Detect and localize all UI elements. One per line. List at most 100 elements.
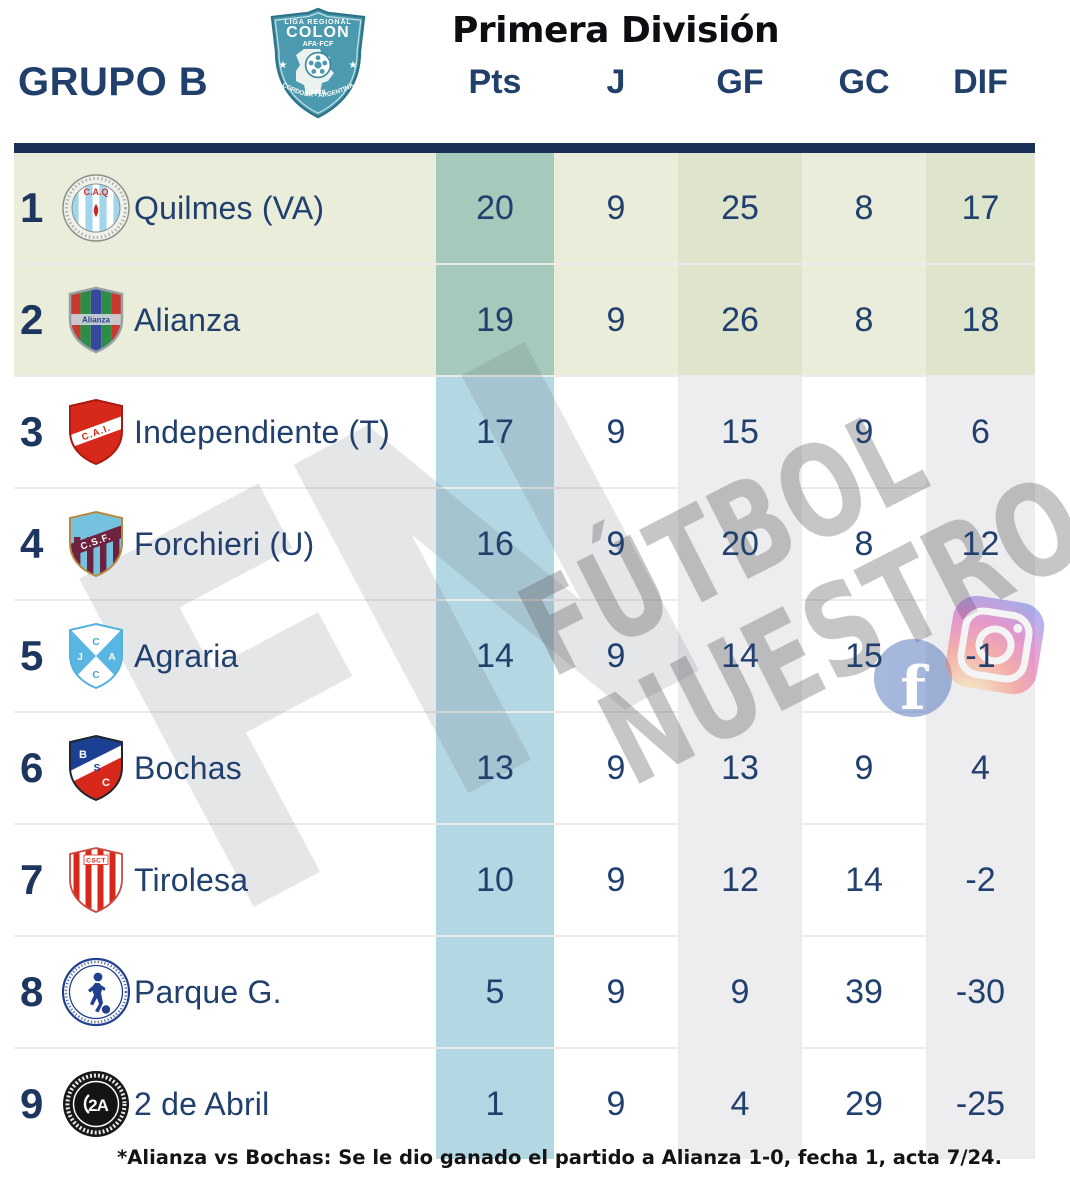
- team-crest: CSCT: [61, 845, 131, 915]
- bochas-crest: B S C: [69, 734, 123, 802]
- team-crest: C.S.F.: [61, 509, 131, 579]
- team-name: Agraria: [134, 637, 239, 674]
- svg-text:J: J: [77, 652, 83, 663]
- column-header-gc: GC: [838, 62, 890, 101]
- svg-text:CSCT: CSCT: [86, 857, 106, 864]
- team-name: Independiente (T): [134, 413, 391, 450]
- goals-against-value: 29: [845, 1084, 883, 1123]
- quilmes-crest: C.A.Q: [62, 174, 130, 242]
- rank-number: 8: [20, 968, 44, 1015]
- page-title: Primera División: [452, 10, 780, 51]
- svg-text:2A: 2A: [88, 1096, 108, 1115]
- goals-for-value: 12: [721, 860, 759, 899]
- goals-for-value: 9: [730, 972, 750, 1011]
- table-row-independiente-t: 3 C.A.I. Independiente (T) 17 9 15 9 6: [14, 377, 1035, 487]
- goals-against-value: 9: [854, 748, 874, 787]
- rank-number: 7: [20, 856, 44, 903]
- goal-diff-value: 6: [971, 412, 990, 451]
- goals-against-value: 39: [845, 972, 883, 1011]
- goals-against-value: 8: [854, 300, 874, 339]
- svg-text:A: A: [108, 652, 115, 663]
- table-row-forchieri-u: 4 C.S.F. Forchieri (U) 16 9 20 8 12: [14, 489, 1035, 599]
- svg-text:B: B: [79, 749, 87, 761]
- svg-text:S: S: [94, 763, 101, 774]
- standings-table: 1 C.A.Q Quilmes (VA) 20 9 25 8 17 2: [0, 143, 1070, 1159]
- goals-against-value: 9: [854, 412, 874, 451]
- tirolesa-crest: CSCT: [69, 847, 123, 913]
- rank-number: 6: [20, 744, 44, 791]
- played-value: 9: [606, 188, 626, 227]
- svg-text:C.A.Q: C.A.Q: [83, 187, 108, 197]
- team-name: Parque G.: [134, 973, 282, 1010]
- table-row-tirolesa: 7 CSCT Tirolesa 10 9 12 14 -2: [14, 825, 1035, 935]
- column-header-gf: GF: [716, 62, 764, 101]
- rank-number: 2: [20, 296, 44, 343]
- svg-text:AFA·FCF: AFA·FCF: [303, 39, 334, 48]
- group-label: GRUPO B: [18, 59, 209, 104]
- goals-against-value: 15: [845, 636, 883, 675]
- played-value: 9: [606, 300, 626, 339]
- svg-text:C: C: [92, 670, 99, 681]
- team-crest: C.A.Q: [61, 173, 131, 243]
- svg-text:Alianza: Alianza: [82, 316, 111, 325]
- column-header-j: J: [606, 62, 626, 101]
- goals-for-value: 14: [721, 636, 759, 675]
- team-name: Forchieri (U): [134, 525, 315, 562]
- played-value: 9: [606, 636, 626, 675]
- team-crest: 2A: [61, 1069, 131, 1139]
- goals-for-value: 13: [721, 748, 759, 787]
- goals-for-value: 25: [721, 188, 759, 227]
- team-crest: Alianza: [61, 285, 131, 355]
- liga-regional-colon-logo: LIGA REGIONAL COLON AFA·FCF ★ ★ 1928 COR…: [270, 7, 366, 119]
- goal-diff-value: -30: [955, 972, 1006, 1011]
- played-value: 9: [606, 1084, 626, 1123]
- table-row-alianza: 2 Alianza Alianza 19 9 26 8 18: [14, 265, 1035, 375]
- table-header-row: GRUPO B Pts J GF GC DIF: [14, 56, 1035, 108]
- played-value: 9: [606, 860, 626, 899]
- footnote: *Alianza vs Bochas: Se le dio ganado el …: [117, 1146, 1002, 1169]
- points-value: 20: [476, 188, 514, 227]
- agraria-crest: C J A C: [69, 622, 123, 690]
- points-value: 14: [476, 636, 514, 675]
- goals-against-value: 8: [854, 524, 874, 563]
- team-name: Alianza: [134, 301, 241, 338]
- parque-g-crest: [61, 957, 131, 1027]
- points-value: 19: [476, 300, 514, 339]
- svg-text:1928: 1928: [310, 89, 325, 96]
- table-row-quilmes-va: 1 C.A.Q Quilmes (VA) 20 9 25 8 17: [14, 153, 1035, 263]
- rank-number: 4: [20, 520, 44, 567]
- svg-text:C: C: [102, 777, 110, 789]
- team-name: Tirolesa: [134, 861, 249, 898]
- team-name: Bochas: [134, 749, 242, 786]
- goals-for-value: 26: [721, 300, 759, 339]
- table-row-agraria: 5 C J A C Agraria 14 9 14 15 -1: [14, 601, 1035, 711]
- goals-for-value: 20: [721, 524, 759, 563]
- points-value: 5: [485, 972, 505, 1011]
- points-value: 16: [476, 524, 514, 563]
- played-value: 9: [606, 524, 626, 563]
- goals-for-value: 4: [730, 1084, 750, 1123]
- goals-against-value: 8: [854, 188, 874, 227]
- rank-number: 3: [20, 408, 44, 455]
- svg-text:C: C: [92, 637, 99, 648]
- points-value: 13: [476, 748, 514, 787]
- goal-diff-value: 17: [961, 188, 1000, 227]
- team-crest: [61, 957, 131, 1027]
- points-value: 10: [476, 860, 514, 899]
- points-value: 1: [485, 1084, 505, 1123]
- team-crest: C J A C: [61, 621, 131, 691]
- goal-diff-value: -25: [955, 1084, 1006, 1123]
- played-value: 9: [606, 412, 626, 451]
- goals-for-value: 15: [721, 412, 759, 451]
- goal-diff-value: 18: [961, 300, 1000, 339]
- dos-de-abril-crest: 2A: [63, 1071, 129, 1137]
- column-header-pts: Pts: [468, 62, 522, 101]
- team-name: Quilmes (VA): [134, 189, 325, 226]
- team-crest: C.A.I.: [61, 397, 131, 467]
- goal-diff-value: -2: [965, 860, 996, 899]
- rank-number: 1: [20, 184, 44, 231]
- team-crest: B S C: [61, 733, 131, 803]
- forchieri-crest: C.S.F.: [69, 510, 123, 578]
- rank-number: 9: [20, 1080, 44, 1127]
